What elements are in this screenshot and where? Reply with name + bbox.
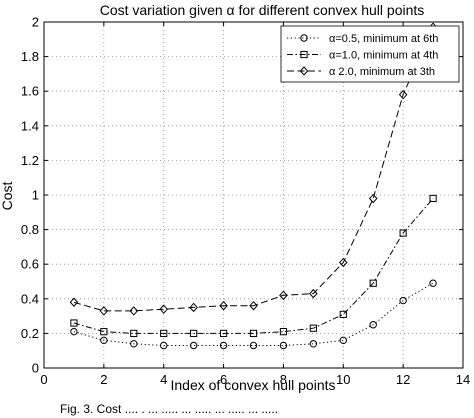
legend-label: α=1.0, minimum at 4th — [329, 50, 438, 62]
legend-marker-circle — [300, 34, 308, 42]
data-point-square — [309, 324, 317, 332]
y-tick-label: 0.8 — [21, 222, 39, 237]
legend-label: α 2.0, minimum at 3th — [329, 66, 435, 78]
y-tick-label: 0 — [32, 361, 39, 376]
data-point-diamond — [129, 306, 139, 316]
x-tick-label: 6 — [220, 372, 227, 387]
x-tick-label: 10 — [336, 372, 350, 387]
data-point-square — [339, 310, 347, 318]
data-point-diamond — [219, 300, 228, 311]
data-point-square — [190, 329, 198, 337]
data-point-square — [429, 194, 437, 203]
data-point-square — [219, 329, 228, 337]
y-tick-label: 1.6 — [21, 84, 39, 99]
legend: α=0.5, minimum at 6th α=1.0, minimum at 4… — [280, 25, 460, 83]
data-point-square — [130, 329, 138, 337]
legend-box — [280, 25, 460, 83]
data-point-circle — [279, 341, 288, 350]
data-point-diamond — [309, 288, 318, 299]
legend-label: α=0.5, minimum at 6th — [329, 33, 438, 45]
legend-marker-square — [300, 50, 308, 59]
data-point-diamond — [398, 89, 408, 100]
data-point-square — [369, 279, 377, 287]
series-line — [73, 282, 434, 346]
y-tick-label: 1.2 — [21, 153, 39, 168]
data-point-circle — [249, 341, 258, 350]
x-tick-label: 2 — [100, 372, 107, 387]
y-tick-label: 0.6 — [21, 257, 39, 272]
y-tick-label: 1.8 — [21, 49, 39, 64]
chart-title: Cost variation given α for different con… — [100, 2, 425, 18]
data-point-diamond — [339, 257, 348, 268]
data-point-diamond — [189, 302, 198, 313]
data-point-square — [249, 329, 258, 337]
data-point-diamond — [69, 297, 79, 308]
x-tick-label: 0 — [40, 372, 47, 387]
series-3 — [69, 22, 438, 316]
data-point-circle — [130, 340, 138, 348]
data-point-square — [100, 328, 108, 336]
series-2 — [70, 194, 437, 337]
data-point-diamond — [279, 290, 288, 301]
x-tick-label: 4 — [160, 372, 167, 387]
y-tick-label: 0.2 — [21, 326, 39, 341]
y-tick-label: 0.4 — [21, 291, 39, 306]
data-point-diamond — [99, 306, 109, 316]
data-point-circle — [189, 341, 198, 350]
x-tick-label: 14 — [456, 372, 470, 387]
data-point-circle — [399, 296, 407, 305]
series-group — [69, 22, 438, 350]
data-point-circle — [309, 340, 318, 348]
data-point-diamond — [159, 304, 168, 314]
data-point-diamond — [368, 193, 378, 204]
y-axis-label: Cost — [0, 182, 15, 211]
data-point-circle — [219, 341, 228, 350]
data-point-square — [70, 319, 78, 327]
y-tick-labels: 0 0.2 0.4 0.6 0.8 1 1.2 1.4 1.6 1.8 2 — [21, 15, 39, 376]
x-tick-label: 8 — [280, 372, 287, 387]
series-1 — [70, 279, 437, 350]
series-line — [73, 198, 434, 334]
y-tick-label: 1 — [32, 188, 39, 203]
data-point-square — [160, 329, 168, 337]
x-tick-labels: 0 2 4 6 8 10 12 14 — [40, 372, 470, 387]
x-tick-label: 12 — [396, 372, 410, 387]
data-point-circle — [70, 327, 78, 336]
series-line — [73, 26, 434, 312]
legend-marker-diamond — [299, 66, 309, 76]
data-point-square — [279, 328, 288, 336]
figure-caption: Fig. 3. Cost .... . ... ..... ... ..... … — [60, 402, 278, 416]
y-tick-label: 2 — [32, 15, 39, 30]
data-point-circle — [429, 279, 437, 287]
data-point-diamond — [249, 300, 258, 311]
data-point-circle — [100, 336, 108, 345]
data-point-circle — [369, 321, 377, 329]
x-axis-label: Index of convex hull points — [171, 377, 336, 393]
y-tick-label: 1.4 — [21, 118, 39, 133]
data-point-square — [399, 229, 407, 237]
axis-ticks — [43, 21, 464, 369]
data-point-circle — [339, 336, 347, 345]
data-point-circle — [160, 341, 168, 350]
